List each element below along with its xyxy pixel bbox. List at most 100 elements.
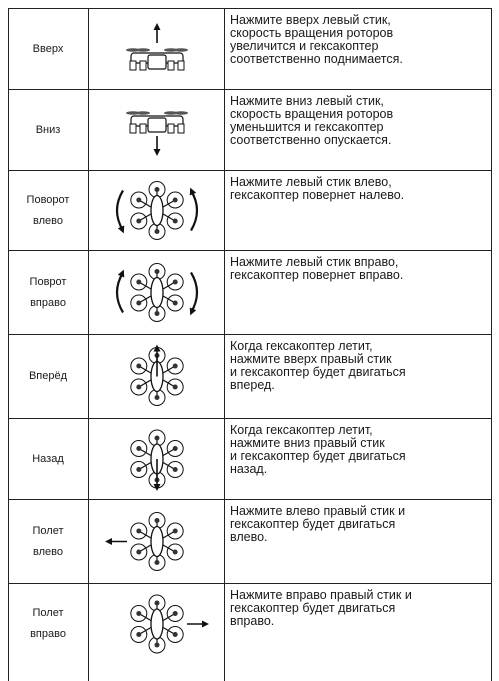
- icon-part: [166, 440, 184, 457]
- icon-part: [189, 187, 197, 196]
- icon-part: [136, 611, 142, 616]
- icon-part: [202, 620, 209, 628]
- icon-part: [164, 111, 178, 115]
- hexacopter-icon: [105, 512, 184, 571]
- column-border: [8, 8, 9, 681]
- icon-part: [166, 522, 184, 540]
- icon-part: [154, 269, 160, 274]
- description-line: Когда гексакоптер летит,: [230, 423, 373, 437]
- icon-part: [164, 48, 178, 52]
- icon-part: [130, 357, 148, 375]
- row-label: Вперёд: [8, 335, 88, 418]
- icon-part: [130, 543, 148, 561]
- icon-part: [154, 395, 160, 400]
- icon-part: [130, 191, 148, 209]
- label-line: влево: [33, 545, 63, 558]
- icon-part: [136, 446, 142, 451]
- icon-part: [166, 543, 184, 561]
- icon-part: [130, 605, 148, 622]
- row-description: Нажмите левый стик вправо, гексакоптер по…: [230, 256, 488, 282]
- icon-part: [136, 218, 142, 224]
- label-line: Полет: [32, 524, 64, 537]
- icon-part: [154, 518, 160, 523]
- label-line: Назад: [32, 452, 64, 465]
- icon-part: [166, 357, 184, 375]
- icon-part: [166, 605, 184, 622]
- icon-part: [172, 611, 178, 616]
- label-line: Вниз: [35, 123, 61, 136]
- description-line: нажмите вверх правый стик: [230, 352, 392, 366]
- row-border: [8, 418, 492, 419]
- icon-part: [130, 212, 148, 230]
- icon-part: [139, 60, 147, 71]
- row-description: Когда гексакоптер летит, нажмите вниз пра…: [230, 424, 488, 476]
- label-line: влево: [33, 214, 63, 227]
- icon-part: [172, 363, 178, 369]
- description-line: уменьшится и гексакоптер: [230, 120, 384, 134]
- icon-part: [130, 378, 148, 396]
- label-line: вправо: [30, 628, 66, 640]
- description-line: гексакоптер будет двигаться: [230, 517, 396, 531]
- icon-part: [130, 461, 148, 478]
- icon-part: [129, 123, 137, 134]
- column-border: [491, 8, 492, 681]
- icon-part: [129, 60, 137, 71]
- description-line: Нажмите вниз левый стик,: [230, 94, 384, 108]
- icon-part: [166, 191, 184, 209]
- icon-part: [136, 467, 142, 472]
- row-border: [8, 170, 492, 171]
- description-line: влево.: [230, 530, 268, 544]
- icon-part: [154, 642, 160, 648]
- hexacopter-icon: [130, 429, 184, 491]
- icon-part: [172, 467, 178, 472]
- description-line: Нажмите влево правый стик и: [230, 504, 406, 518]
- hexacopter-icon: [126, 23, 188, 71]
- icon-part: [154, 435, 160, 441]
- row-description: Нажмите вправо правый стик и гексакоптер …: [230, 589, 488, 628]
- icon-part: [172, 279, 178, 285]
- row-description: Нажмите влево правый стик и гексакоптер б…: [230, 505, 488, 544]
- icon-part: [126, 48, 140, 52]
- hexacopter-icon: [130, 344, 184, 406]
- row-label: Полет влево: [8, 500, 88, 583]
- description-line: вправо.: [230, 614, 275, 628]
- icon-part: [130, 440, 148, 457]
- icon-part: [117, 225, 125, 234]
- row-label: Вверх: [8, 9, 88, 89]
- hexacopter-icon: [115, 181, 199, 240]
- icon-part: [166, 273, 184, 291]
- row-description: Нажмите вниз левый стик, скорость вращени…: [230, 95, 488, 147]
- hexacopter-icon: [115, 263, 199, 322]
- icon-part: [147, 54, 167, 70]
- icon-part: [136, 197, 142, 203]
- icon-part: [105, 538, 112, 545]
- icon-part: [154, 187, 160, 192]
- icon-part: [136, 111, 150, 115]
- hexacopter-icon: [130, 594, 209, 654]
- row-description: Нажмите вверх левый стик, скорость вращен…: [230, 14, 488, 66]
- description-line: вперед.: [230, 378, 275, 392]
- icon-part: [172, 446, 178, 451]
- icon-part: [130, 522, 148, 540]
- icon-part: [150, 608, 164, 640]
- icon-part: [117, 269, 125, 278]
- icon-part: [166, 212, 184, 230]
- description-line: Нажмите левый стик влево,: [230, 175, 392, 189]
- description-line: Нажмите вправо правый стик и: [230, 588, 412, 602]
- row-label: Поврот вправо: [8, 251, 88, 334]
- icon-part: [136, 549, 142, 555]
- icon-part: [136, 279, 142, 285]
- icon-part: [130, 273, 148, 291]
- icon-part: [154, 600, 160, 606]
- icon-part: [166, 461, 184, 478]
- icon-part: [166, 626, 184, 643]
- icon-part: [130, 294, 148, 312]
- row-border: [8, 8, 492, 9]
- icon-part: [172, 632, 178, 637]
- description-line: и гексакоптер будет двигаться: [230, 365, 406, 379]
- icon-part: [136, 363, 142, 369]
- icon-part: [172, 218, 178, 224]
- icon-part: [172, 197, 178, 203]
- icon-part: [136, 300, 142, 306]
